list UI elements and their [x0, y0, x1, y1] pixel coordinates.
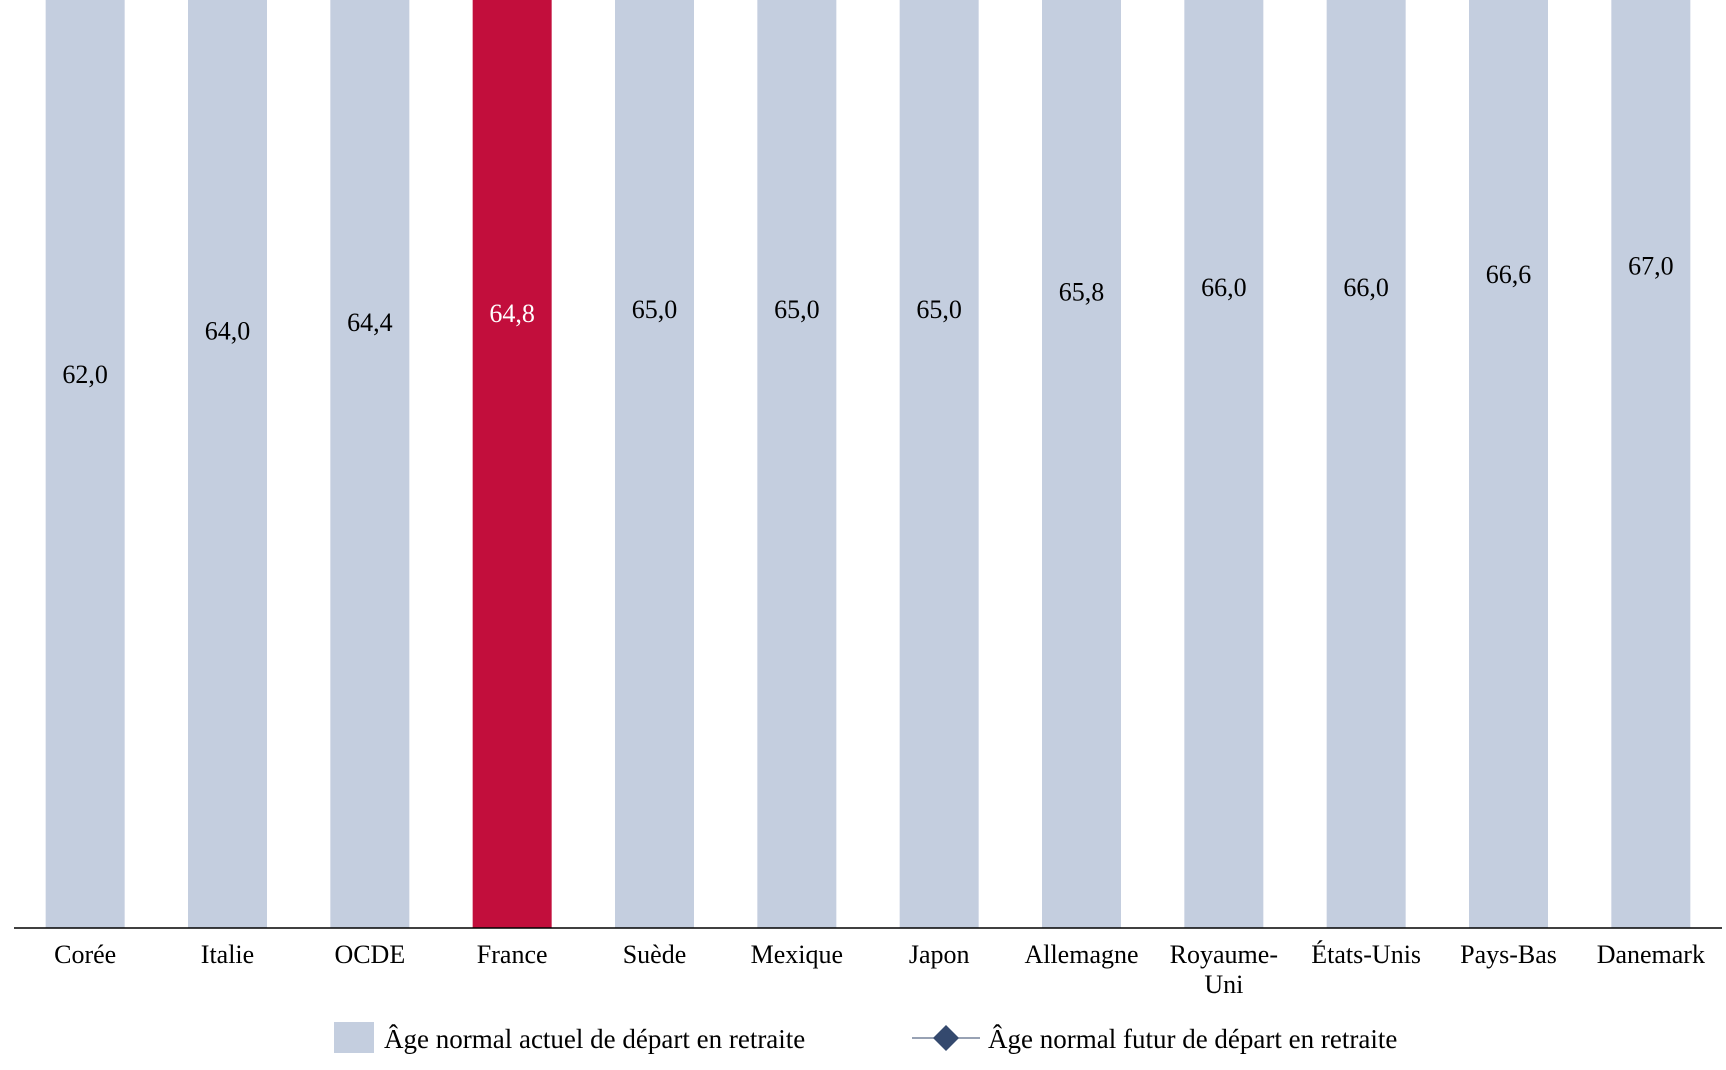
bar-italie [188, 0, 267, 928]
bar-labels-layer: 62,0 64,0 64,4 64,8 65,0 65,0 65,0 65,8 66,0 66,0… [62, 260, 1531, 389]
category-label-italie: Italie [201, 940, 254, 969]
category-label-mexique: Mexique [751, 940, 843, 969]
bar-label-mexique: 65,0 [774, 295, 820, 324]
category-label-suede: Suède [623, 940, 687, 969]
category-labels-layer: Corée Italie OCDE France Suède Mexique Japon Al… [54, 940, 1705, 999]
bar-mexique [757, 0, 837, 928]
legend-line-label: Âge normal futur de départ en retraite [988, 1024, 1397, 1054]
category-label-ocde: OCDE [334, 940, 405, 969]
category-label-japon: Japon [909, 940, 970, 969]
bar-danemark [1611, 0, 1691, 928]
category-label-france: France [477, 940, 548, 969]
bar-allemagne [1042, 0, 1121, 929]
bar-france [472, 0, 552, 928]
bar-suede [615, 0, 694, 928]
bar-label-ocde: 64,4 [347, 308, 393, 337]
bar-label-italie: 64,0 [205, 316, 251, 345]
category-label-allemagne: Allemagne [1024, 940, 1138, 969]
bars-layer [45, 0, 1691, 929]
bar-label-pays-bas: 66,6 [1486, 260, 1532, 289]
category-label-danemark: Danemark [1597, 940, 1705, 969]
legend: Âge normal actuel de départ en retraite … [334, 1022, 1397, 1054]
bar-label-france: 64,8 [489, 299, 535, 328]
bar-royaume-uni [1184, 0, 1264, 929]
bar-etats-unis [1326, 0, 1406, 929]
bar-ocde [330, 0, 410, 929]
bar-label-royaume-uni: 66,0 [1201, 273, 1247, 302]
legend-bar-label: Âge normal actuel de départ en retraite [384, 1024, 805, 1054]
bar-label-allemagne: 65,8 [1059, 277, 1105, 306]
bar-label-etats-unis: 66,0 [1343, 273, 1389, 302]
bar-label-danemark: 67,0 [1628, 252, 1674, 281]
bar-pays-bas [1469, 0, 1548, 929]
bar-label-japon: 65,0 [916, 295, 962, 324]
category-label-royaume-uni: Royaume-Uni [1170, 940, 1278, 999]
legend-bar-swatch [334, 1022, 374, 1053]
bar-label-coree: 62,0 [62, 360, 108, 389]
legend-diamond-icon [933, 1025, 959, 1051]
bar-japon [899, 0, 979, 928]
category-label-etats-unis: États-Unis [1311, 940, 1421, 969]
category-label-coree: Corée [54, 940, 116, 969]
category-label-pays-bas: Pays-Bas [1460, 940, 1557, 969]
bar-label-suede: 65,0 [632, 295, 678, 324]
bar-coree [45, 0, 125, 928]
